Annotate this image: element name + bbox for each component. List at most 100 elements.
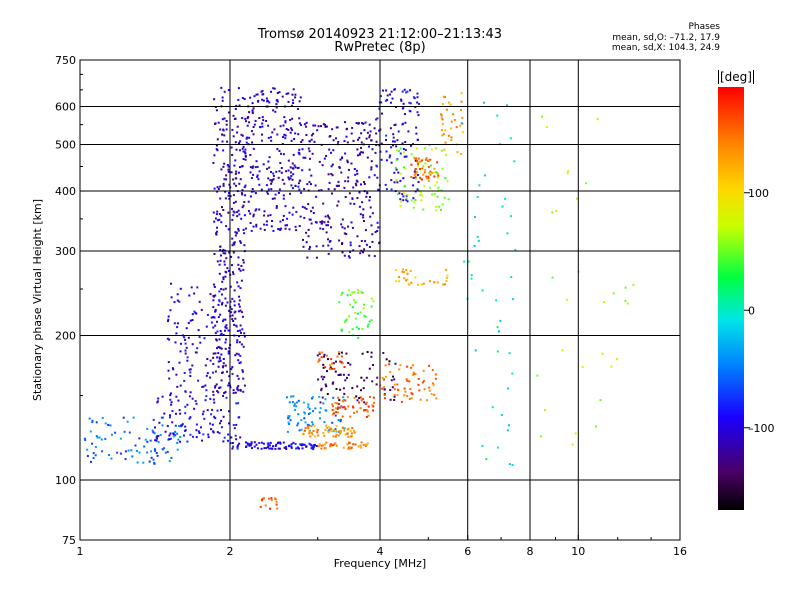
data-point <box>433 393 436 396</box>
data-point <box>347 168 350 171</box>
data-point <box>339 418 342 421</box>
data-point <box>284 134 287 137</box>
data-point <box>417 114 420 117</box>
data-point <box>406 278 409 281</box>
data-point <box>138 451 141 454</box>
data-point <box>418 102 420 105</box>
data-point <box>236 339 239 342</box>
data-point <box>308 181 311 183</box>
data-point <box>442 95 445 98</box>
data-point <box>290 446 293 449</box>
data-point <box>338 166 341 168</box>
data-point <box>202 433 205 436</box>
data-point <box>206 314 209 316</box>
data-point <box>167 315 170 318</box>
data-point <box>343 406 346 409</box>
data-point <box>198 300 201 303</box>
data-point <box>366 325 369 328</box>
data-point <box>344 319 347 322</box>
data-point <box>283 116 286 119</box>
data-point <box>254 166 257 169</box>
data-point <box>302 401 305 404</box>
data-point <box>328 135 331 138</box>
data-point <box>221 301 224 304</box>
data-point <box>252 215 255 218</box>
data-point <box>276 507 279 510</box>
data-point <box>202 385 205 388</box>
data-point <box>433 171 436 174</box>
data-point <box>292 395 295 398</box>
data-point <box>248 121 251 124</box>
data-point <box>170 456 173 459</box>
data-point <box>251 112 254 115</box>
data-point <box>216 347 218 350</box>
data-point <box>448 101 450 104</box>
data-point <box>360 132 363 135</box>
data-point <box>354 443 357 446</box>
data-point <box>318 443 321 445</box>
data-point <box>326 426 329 429</box>
data-point <box>449 103 452 106</box>
data-point <box>269 507 271 510</box>
data-point <box>430 164 432 167</box>
data-point <box>226 370 228 373</box>
data-point <box>406 365 409 368</box>
data-point <box>134 444 137 447</box>
data-point <box>372 396 375 399</box>
data-point <box>413 170 416 173</box>
data-point <box>426 399 429 402</box>
data-point <box>213 316 216 319</box>
data-point <box>329 443 332 446</box>
data-point <box>232 201 235 204</box>
data-point <box>410 199 413 202</box>
data-point <box>347 435 350 438</box>
data-point <box>357 292 360 294</box>
data-point <box>470 277 473 280</box>
data-point <box>305 231 308 234</box>
data-point <box>183 372 186 374</box>
data-point <box>295 210 298 213</box>
data-point <box>236 341 239 344</box>
data-point <box>269 214 272 217</box>
data-point <box>344 196 347 198</box>
data-point <box>278 188 281 191</box>
data-point <box>280 227 283 230</box>
data-point <box>349 241 352 244</box>
data-point <box>211 423 214 426</box>
data-point <box>146 427 149 430</box>
data-point <box>169 394 172 397</box>
y-tick-label: 300 <box>55 245 76 258</box>
data-point <box>496 326 499 329</box>
data-point <box>295 401 298 404</box>
data-point <box>209 376 212 379</box>
data-point <box>363 314 366 317</box>
data-point <box>200 426 202 429</box>
data-point <box>176 293 179 296</box>
data-point <box>299 96 302 99</box>
data-point <box>364 443 367 446</box>
data-point <box>269 441 272 444</box>
data-point <box>433 193 436 195</box>
data-point <box>235 325 238 328</box>
data-point <box>253 123 256 126</box>
data-point <box>375 140 378 143</box>
data-point <box>323 157 326 160</box>
data-point <box>218 387 221 389</box>
data-point <box>441 203 444 206</box>
data-point <box>338 301 341 303</box>
data-point <box>232 271 234 274</box>
data-point <box>402 102 405 105</box>
data-point <box>452 113 455 116</box>
data-point <box>309 443 312 446</box>
data-point <box>341 226 344 229</box>
data-point <box>380 142 383 145</box>
data-point <box>240 265 243 267</box>
data-point <box>169 432 172 435</box>
data-point <box>351 306 354 309</box>
data-point <box>414 276 417 279</box>
data-point <box>320 356 323 359</box>
data-point <box>408 101 411 104</box>
data-point <box>228 347 231 349</box>
data-point <box>195 312 198 315</box>
data-point <box>189 375 192 377</box>
